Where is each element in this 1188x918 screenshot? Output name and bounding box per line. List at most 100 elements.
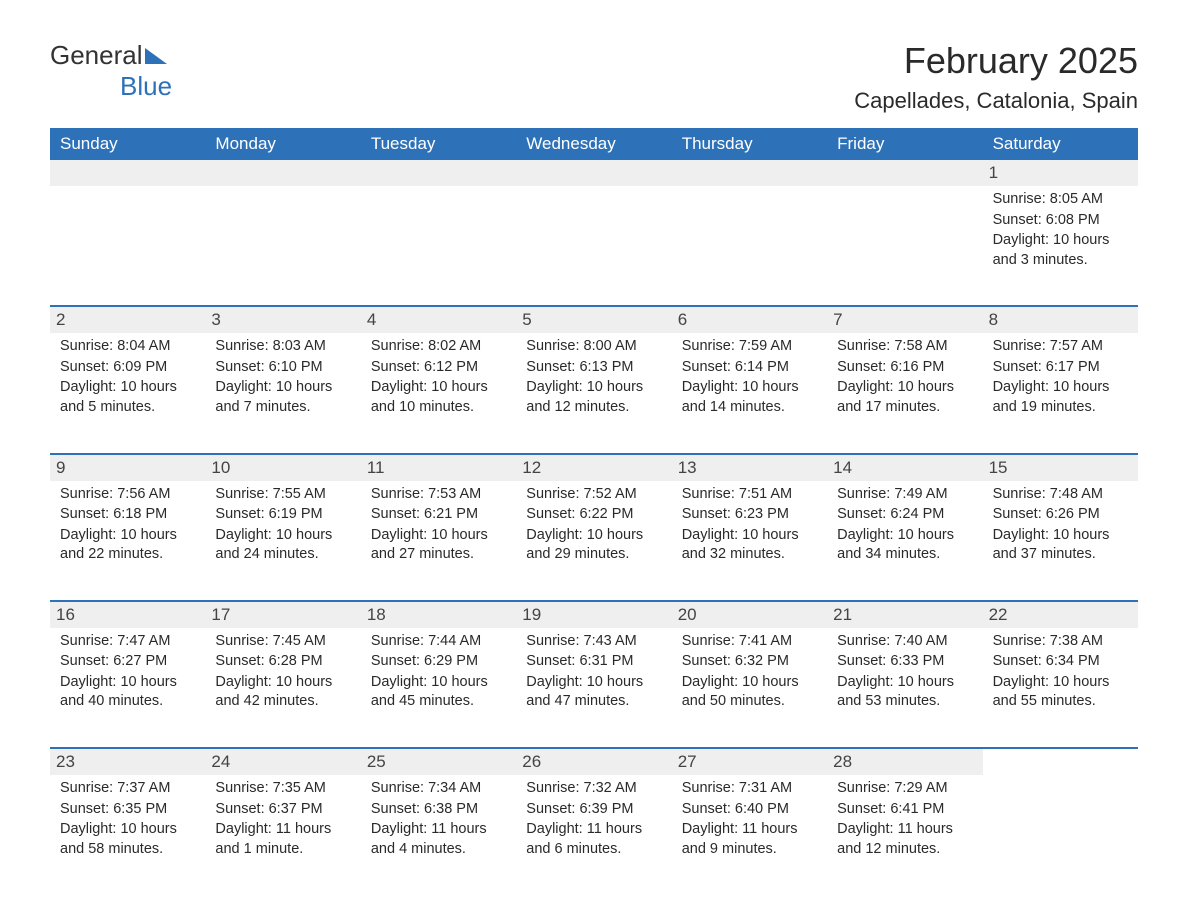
sunset-line: Sunset: 6:22 PM [526, 505, 661, 525]
sunset-line: Sunset: 6:08 PM [993, 211, 1128, 231]
calendar-week: 23 Sunrise: 7:37 AMSunset: 6:35 PMDayligh… [50, 747, 1138, 866]
sunrise-line: Sunrise: 7:35 AM [215, 779, 350, 799]
day-body: Sunrise: 7:51 AMSunset: 6:23 PMDaylight:… [682, 485, 817, 565]
sunset-line: Sunset: 6:35 PM [60, 800, 195, 820]
weekday-header-row: SundayMondayTuesdayWednesdayThursdayFrid… [50, 128, 1138, 160]
sunrise-line: Sunrise: 7:57 AM [993, 337, 1128, 357]
day-number: 9 [50, 455, 205, 481]
day-body: Sunrise: 7:49 AMSunset: 6:24 PMDaylight:… [837, 485, 972, 565]
brand-prefix: General [50, 40, 143, 70]
day-number: 6 [672, 307, 827, 333]
daylight-line: Daylight: 11 hours and 9 minutes. [682, 820, 817, 859]
day-number [516, 160, 671, 186]
daylight-line: Daylight: 10 hours and 17 minutes. [837, 378, 972, 417]
weekday-header: Sunday [50, 128, 205, 160]
day-number: 15 [983, 455, 1138, 481]
day-body: Sunrise: 7:48 AMSunset: 6:26 PMDaylight:… [993, 485, 1128, 565]
day-number: 8 [983, 307, 1138, 333]
day-number: 10 [205, 455, 360, 481]
sunset-line: Sunset: 6:41 PM [837, 800, 972, 820]
sunset-line: Sunset: 6:37 PM [215, 800, 350, 820]
day-body: Sunrise: 7:41 AMSunset: 6:32 PMDaylight:… [682, 632, 817, 712]
calendar-day-cell: 3Sunrise: 8:03 AMSunset: 6:10 PMDaylight… [205, 307, 360, 424]
day-body: Sunrise: 7:56 AMSunset: 6:18 PMDaylight:… [60, 485, 195, 565]
sunrise-line: Sunrise: 7:58 AM [837, 337, 972, 357]
sunrise-line: Sunrise: 7:43 AM [526, 632, 661, 652]
day-body: Sunrise: 7:45 AMSunset: 6:28 PMDaylight:… [215, 632, 350, 712]
calendar-week: 9 Sunrise: 7:56 AMSunset: 6:18 PMDaylight… [50, 453, 1138, 572]
sunset-line: Sunset: 6:12 PM [371, 358, 506, 378]
weekday-header: Friday [827, 128, 982, 160]
calendar-day-cell: 25Sunrise: 7:34 AMSunset: 6:38 PMDayligh… [361, 749, 516, 866]
calendar: SundayMondayTuesdayWednesdayThursdayFrid… [50, 128, 1138, 866]
calendar-day-cell: 13 Sunrise: 7:51 AMSunset: 6:23 PMDayligh… [672, 455, 827, 572]
calendar-day-cell: 26Sunrise: 7:32 AMSunset: 6:39 PMDayligh… [516, 749, 671, 866]
daylight-line: Daylight: 10 hours and 12 minutes. [526, 378, 661, 417]
sunset-line: Sunset: 6:28 PM [215, 652, 350, 672]
calendar-day-cell: 2Sunrise: 8:04 AMSunset: 6:09 PMDaylight… [50, 307, 205, 424]
calendar-day-cell [983, 749, 1138, 866]
sunset-line: Sunset: 6:32 PM [682, 652, 817, 672]
weekday-header: Wednesday [516, 128, 671, 160]
day-number [50, 160, 205, 186]
calendar-day-cell: 6 Sunrise: 7:59 AMSunset: 6:14 PMDaylight… [672, 307, 827, 424]
calendar-week: 1Sunrise: 8:05 AMSunset: 6:08 PMDaylight… [50, 160, 1138, 277]
brand-logo: General Blue [50, 40, 172, 102]
sunset-line: Sunset: 6:18 PM [60, 505, 195, 525]
calendar-day-cell: 14 Sunrise: 7:49 AMSunset: 6:24 PMDayligh… [827, 455, 982, 572]
daylight-line: Daylight: 10 hours and 32 minutes. [682, 526, 817, 565]
weekday-header: Thursday [672, 128, 827, 160]
daylight-line: Daylight: 10 hours and 14 minutes. [682, 378, 817, 417]
title-block: February 2025 Capellades, Catalonia, Spa… [854, 40, 1138, 114]
calendar-day-cell [672, 160, 827, 277]
day-body: Sunrise: 7:47 AMSunset: 6:27 PMDaylight:… [60, 632, 195, 712]
day-body: Sunrise: 7:53 AMSunset: 6:21 PMDaylight:… [371, 485, 506, 565]
calendar-day-cell: 12Sunrise: 7:52 AMSunset: 6:22 PMDayligh… [516, 455, 671, 572]
day-number: 7 [827, 307, 982, 333]
day-body: Sunrise: 7:59 AMSunset: 6:14 PMDaylight:… [682, 337, 817, 417]
sunrise-line: Sunrise: 7:47 AM [60, 632, 195, 652]
calendar-day-cell: 20Sunrise: 7:41 AMSunset: 6:32 PMDayligh… [672, 602, 827, 719]
calendar-day-cell: 21Sunrise: 7:40 AMSunset: 6:33 PMDayligh… [827, 602, 982, 719]
calendar-week: 16Sunrise: 7:47 AMSunset: 6:27 PMDayligh… [50, 600, 1138, 719]
sunrise-line: Sunrise: 7:40 AM [837, 632, 972, 652]
calendar-day-cell: 15 Sunrise: 7:48 AMSunset: 6:26 PMDayligh… [983, 455, 1138, 572]
day-number: 13 [672, 455, 827, 481]
day-body: Sunrise: 7:38 AMSunset: 6:34 PMDaylight:… [993, 632, 1128, 712]
day-number [361, 160, 516, 186]
calendar-day-cell: 19Sunrise: 7:43 AMSunset: 6:31 PMDayligh… [516, 602, 671, 719]
day-number: 26 [516, 749, 671, 775]
sunset-line: Sunset: 6:09 PM [60, 358, 195, 378]
day-body: Sunrise: 7:31 AMSunset: 6:40 PMDaylight:… [682, 779, 817, 859]
calendar-day-cell [205, 160, 360, 277]
day-number: 14 [827, 455, 982, 481]
sunrise-line: Sunrise: 7:41 AM [682, 632, 817, 652]
day-body: Sunrise: 8:05 AMSunset: 6:08 PMDaylight:… [993, 190, 1128, 270]
sunrise-line: Sunrise: 8:04 AM [60, 337, 195, 357]
day-body: Sunrise: 7:29 AMSunset: 6:41 PMDaylight:… [837, 779, 972, 859]
calendar-day-cell [50, 160, 205, 277]
sunset-line: Sunset: 6:23 PM [682, 505, 817, 525]
daylight-line: Daylight: 10 hours and 34 minutes. [837, 526, 972, 565]
day-number: 12 [516, 455, 671, 481]
sunrise-line: Sunrise: 7:52 AM [526, 485, 661, 505]
day-body: Sunrise: 7:37 AMSunset: 6:35 PMDaylight:… [60, 779, 195, 859]
daylight-line: Daylight: 10 hours and 53 minutes. [837, 673, 972, 712]
sunrise-line: Sunrise: 8:03 AM [215, 337, 350, 357]
weekday-header: Monday [205, 128, 360, 160]
daylight-line: Daylight: 10 hours and 55 minutes. [993, 673, 1128, 712]
day-body: Sunrise: 7:44 AMSunset: 6:29 PMDaylight:… [371, 632, 506, 712]
day-number: 19 [516, 602, 671, 628]
day-number: 23 [50, 749, 205, 775]
sunrise-line: Sunrise: 7:32 AM [526, 779, 661, 799]
day-number: 17 [205, 602, 360, 628]
daylight-line: Daylight: 11 hours and 4 minutes. [371, 820, 506, 859]
day-body: Sunrise: 7:34 AMSunset: 6:38 PMDaylight:… [371, 779, 506, 859]
day-number [827, 160, 982, 186]
daylight-line: Daylight: 10 hours and 50 minutes. [682, 673, 817, 712]
weekday-header: Tuesday [361, 128, 516, 160]
sunrise-line: Sunrise: 7:38 AM [993, 632, 1128, 652]
calendar-day-cell [361, 160, 516, 277]
calendar-day-cell [516, 160, 671, 277]
sunrise-line: Sunrise: 8:05 AM [993, 190, 1128, 210]
